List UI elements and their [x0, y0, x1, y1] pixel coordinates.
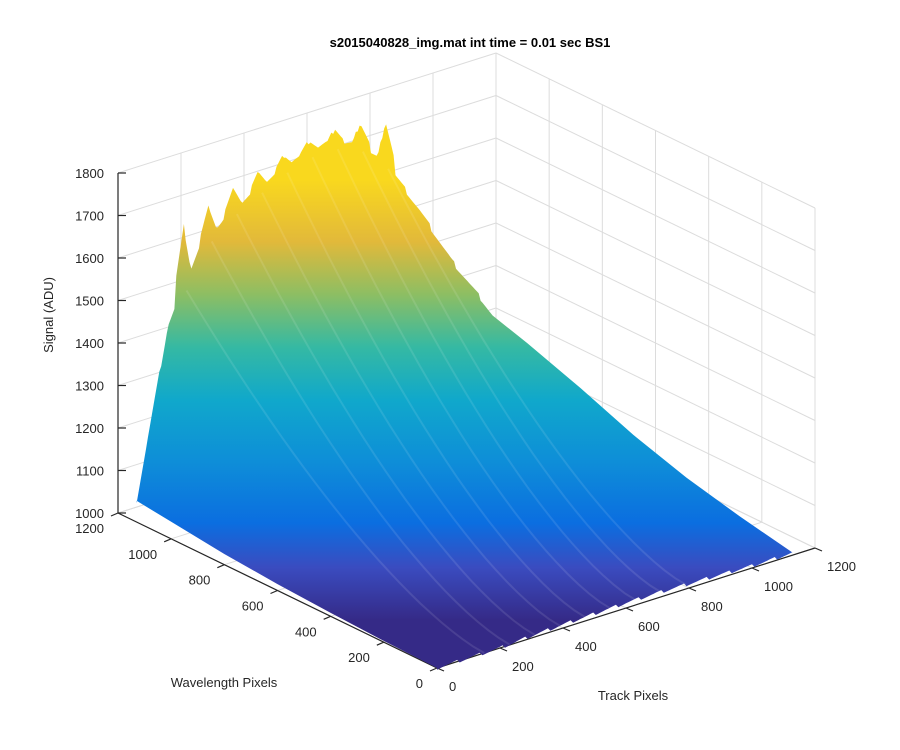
surface-ridge — [311, 156, 611, 610]
z-tick-label: 1000 — [75, 506, 104, 521]
y-tick-mark — [110, 512, 119, 517]
z-tick-label: 1200 — [75, 421, 104, 436]
x-tick-label: 600 — [638, 619, 660, 634]
x-axis-label: Track Pixels — [598, 688, 669, 703]
surface — [136, 124, 794, 670]
y-tick-label: 400 — [295, 624, 317, 639]
x-tick-label: 200 — [512, 659, 534, 674]
axes — [110, 172, 823, 672]
grid-line — [495, 52, 816, 209]
z-axis-label: Signal (ADU) — [41, 277, 56, 353]
x-tick-mark — [562, 627, 571, 632]
x-tick-label: 400 — [575, 639, 597, 654]
surface-ridge — [210, 240, 510, 646]
x-tick-mark — [625, 607, 634, 612]
y-tick-label: 800 — [189, 573, 211, 588]
y-tick-mark — [163, 538, 172, 543]
y-tick-mark — [217, 564, 225, 569]
z-tick-label: 1500 — [75, 294, 104, 309]
y-axis-label: Wavelength Pixels — [171, 675, 278, 690]
x-tick-mark — [751, 567, 760, 572]
grid-line — [495, 222, 816, 379]
y-tick-label: 1200 — [75, 521, 104, 536]
tick-labels: 0200400600800100012000200400600800100012… — [75, 166, 856, 694]
grid-line — [495, 265, 816, 421]
z-tick-label: 1800 — [75, 166, 104, 181]
z-tick-label: 1400 — [75, 336, 104, 351]
z-tick-label: 1600 — [75, 251, 104, 266]
y-tick-mark — [323, 615, 331, 620]
y-tick-label: 0 — [416, 676, 423, 691]
surface-ridge — [286, 172, 586, 618]
y-tick-mark — [429, 667, 438, 672]
z-tick-label: 1700 — [75, 209, 104, 224]
surface-ridge — [236, 213, 536, 636]
grid-line — [495, 307, 816, 464]
surface-ridge — [261, 192, 561, 627]
grid-line — [117, 52, 497, 174]
x-tick-mark — [688, 587, 697, 592]
chart-title: s2015040828_img.mat int time = 0.01 sec … — [330, 35, 611, 50]
x-tick-mark — [499, 647, 508, 652]
surface-ridge — [387, 168, 687, 586]
x-tick-label: 800 — [701, 599, 723, 614]
x-tick-mark — [814, 547, 823, 552]
surface-ridge — [361, 151, 662, 593]
z-tick-label: 1300 — [75, 379, 104, 394]
surface-ridge — [185, 289, 485, 654]
surface-mesh — [136, 124, 794, 670]
y-tick-mark — [270, 589, 278, 595]
grid-line — [495, 137, 816, 294]
x-tick-label: 1000 — [764, 579, 793, 594]
y-tick-label: 200 — [348, 650, 370, 665]
grid-line — [495, 180, 816, 336]
y-tick-mark — [376, 641, 385, 646]
y-tick-label: 1000 — [128, 547, 157, 562]
z-tick-label: 1100 — [76, 464, 104, 479]
surface-ridge — [336, 148, 637, 601]
y-tick-label: 600 — [242, 599, 264, 614]
x-tick-label: 0 — [449, 679, 456, 694]
grid-line — [495, 95, 816, 251]
x-tick-label: 1200 — [827, 559, 856, 574]
